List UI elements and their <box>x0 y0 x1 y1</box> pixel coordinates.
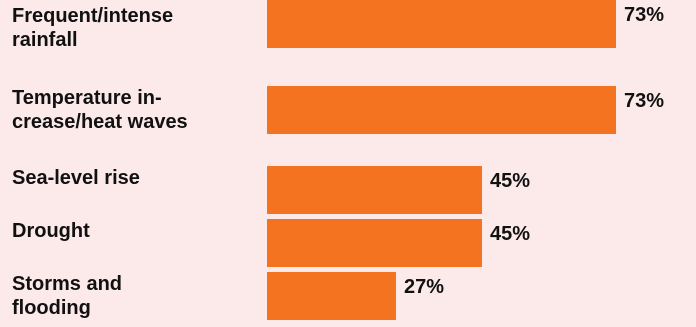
category-label: Drought <box>12 220 90 242</box>
value-label: 73% <box>624 90 665 112</box>
bar <box>267 272 396 320</box>
value-label: 45% <box>490 170 531 192</box>
category-label: Temperature in- crease/heat waves <box>12 87 188 133</box>
category-label: Frequent/intense rainfall <box>12 5 174 51</box>
bar <box>267 166 482 214</box>
bar <box>267 0 616 48</box>
bar <box>267 86 616 134</box>
value-label: 27% <box>404 276 445 298</box>
value-label: 73% <box>624 4 665 26</box>
bar <box>267 219 482 267</box>
category-label: Storms and flooding <box>12 273 123 319</box>
value-label: 45% <box>490 223 531 245</box>
category-label: Sea-level rise <box>12 167 140 189</box>
